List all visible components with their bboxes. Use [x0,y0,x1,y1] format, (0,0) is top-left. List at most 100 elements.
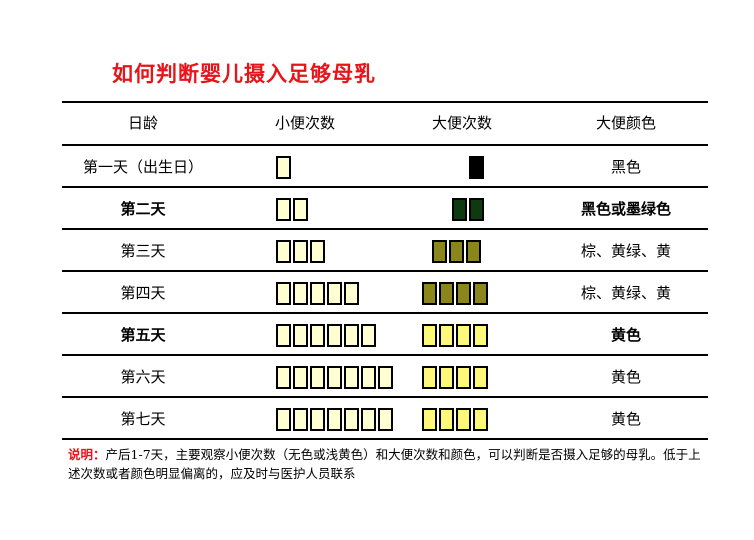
stool-color-cell: 黄色 [610,368,641,386]
stool-box [422,408,437,431]
urine-box [310,408,325,431]
stool-box [456,408,471,431]
table-row: 第五天 黄色 [62,314,708,356]
urine-box [310,240,325,263]
urine-box [293,240,308,263]
urine-box [327,366,342,389]
day-cell: 第七天 [120,410,166,428]
stool-box [449,240,464,263]
urine-box [361,324,376,347]
urine-box [293,324,308,347]
day-cell: 第一天（出生日） [82,158,203,176]
urine-boxes [276,240,325,263]
row-divider [62,186,708,188]
urine-boxes [276,366,393,389]
stool-box [439,324,454,347]
stool-box [422,282,437,305]
urine-box [310,366,325,389]
stool-box [469,198,484,221]
stool-color-cell: 黄色 [610,410,641,428]
urine-box [344,366,359,389]
urine-box [361,408,376,431]
table-row: 第一天（出生日） 黑色 [62,146,708,188]
stool-box [439,282,454,305]
stool-box [456,282,471,305]
stool-color-cell: 棕、黄绿、黄 [580,284,671,302]
table-row: 第四天 棕、黄绿、黄 [62,272,708,314]
stool-boxes [422,366,488,389]
urine-boxes [276,282,359,305]
stool-color-cell: 黑色或墨绿色 [580,200,671,218]
urine-box [276,240,291,263]
urine-box [293,408,308,431]
stool-box [473,324,488,347]
urine-box [293,198,308,221]
table-row: 第二天 黑色或墨绿色 [62,188,708,230]
table-row: 第六天 黄色 [62,356,708,398]
stool-boxes [422,324,488,347]
table-row: 第三天 棕、黄绿、黄 [62,230,708,272]
stool-color-cell: 黑色 [610,158,641,176]
urine-box [344,324,359,347]
table-bottom-rule [62,438,708,440]
header-urine: 小便次数 [274,114,335,132]
note-label: 说明： [68,447,106,462]
urine-box [344,408,359,431]
row-divider [62,228,708,230]
urine-box [344,282,359,305]
row-divider [62,270,708,272]
header-stool-color: 大便颜色 [595,114,656,132]
day-cell: 第二天 [120,200,166,218]
stool-boxes [422,282,488,305]
stool-box [473,408,488,431]
page-title: 如何判断婴儿摄入足够母乳 [112,61,376,86]
row-divider [62,144,708,146]
stool-color-cell: 棕、黄绿、黄 [580,242,671,260]
stool-box [439,408,454,431]
stool-boxes [432,240,481,263]
urine-box [310,324,325,347]
header-day: 日龄 [127,114,158,132]
stool-box [473,366,488,389]
row-divider [62,312,708,314]
urine-boxes [276,324,376,347]
note: 说明：产后1-7天，主要观察小便次数（无色或浅黄色）和大便次数和颜色，可以判断是… [68,445,708,483]
stool-box [432,240,447,263]
urine-box [293,282,308,305]
stool-box [466,240,481,263]
table-row: 第七天 黄色 [62,398,708,440]
row-divider [62,396,708,398]
urine-boxes [276,156,291,179]
stool-box [452,198,467,221]
stool-box [473,282,488,305]
stool-boxes [452,198,484,221]
urine-box [276,408,291,431]
urine-boxes [276,198,308,221]
stool-color-cell: 黄色 [610,326,641,344]
table-header: 日龄 小便次数 大便次数 大便颜色 [62,102,708,144]
urine-box [378,408,393,431]
urine-box [293,366,308,389]
stool-box [422,366,437,389]
urine-box [310,282,325,305]
urine-box [327,282,342,305]
urine-box [276,156,291,179]
urine-box [276,366,291,389]
urine-box [327,408,342,431]
day-cell: 第五天 [120,326,166,344]
day-cell: 第四天 [120,284,166,302]
day-cell: 第六天 [120,368,166,386]
header-stool: 大便次数 [431,114,492,132]
urine-box [378,366,393,389]
stool-boxes [469,156,484,179]
urine-box [327,324,342,347]
stool-box [456,366,471,389]
day-cell: 第三天 [120,242,166,260]
urine-boxes [276,408,393,431]
urine-box [276,324,291,347]
table-top-rule [62,101,708,103]
stool-box [439,366,454,389]
urine-box [276,282,291,305]
stool-box [456,324,471,347]
